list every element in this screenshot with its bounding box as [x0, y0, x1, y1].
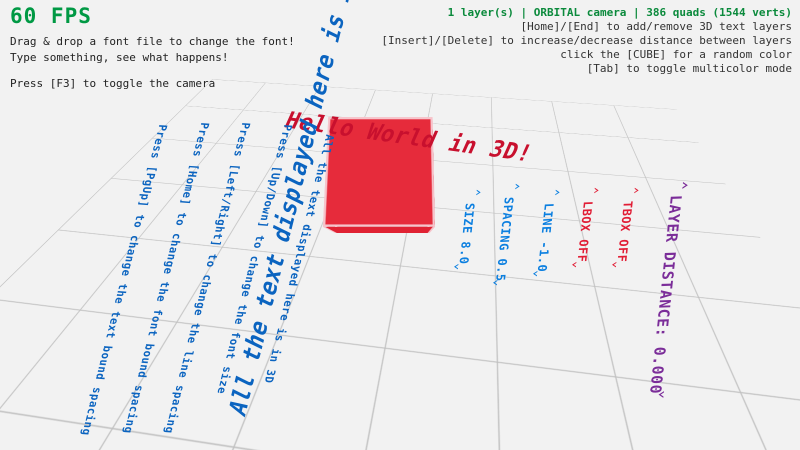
cube[interactable]	[322, 117, 436, 234]
cube-face-front	[322, 226, 436, 234]
cube-face-top	[322, 117, 436, 227]
